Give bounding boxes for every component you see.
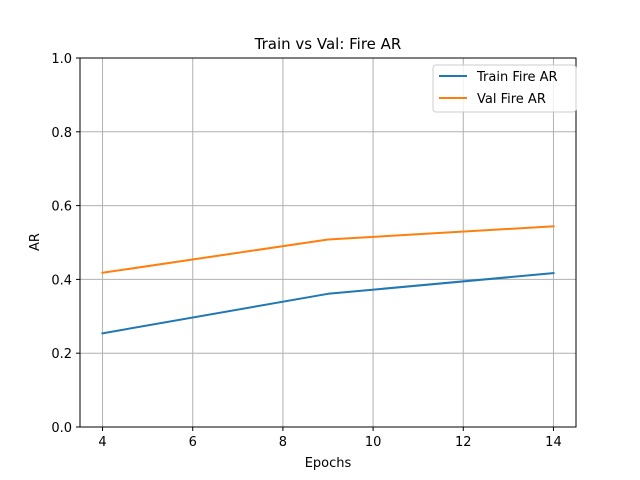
x-tick-label: 10 <box>365 435 382 450</box>
legend: Train Fire AR Val Fire AR <box>432 64 577 113</box>
y-tick-label: 0.6 <box>51 200 72 215</box>
legend-label-train-fire-ar: Train Fire AR <box>476 70 558 85</box>
y-axis-ticks: 0.0 0.2 0.4 0.6 0.8 1.0 <box>51 52 80 436</box>
y-tick-label: 0.8 <box>51 126 72 141</box>
x-tick-label: 6 <box>189 435 197 450</box>
x-axis-ticks: 4 6 8 10 12 14 <box>98 427 562 450</box>
y-tick-label: 0.0 <box>51 421 72 436</box>
x-tick-label: 14 <box>545 435 562 450</box>
y-tick-label: 1.0 <box>51 52 72 67</box>
legend-box <box>432 64 577 113</box>
chart-title: Train vs Val: Fire AR <box>254 35 402 53</box>
x-tick-label: 8 <box>279 435 287 450</box>
series-layer <box>101 225 555 335</box>
y-tick-label: 0.2 <box>51 347 72 362</box>
x-axis-label: Epochs <box>305 456 352 471</box>
grid <box>80 57 576 428</box>
x-tick-label: 4 <box>98 435 106 450</box>
y-tick-label: 0.4 <box>51 273 72 288</box>
y-axis-label: AR <box>28 233 43 251</box>
series-line-train-fire-ar <box>101 272 555 335</box>
legend-label-val-fire-ar: Val Fire AR <box>477 92 546 107</box>
x-tick-label: 12 <box>455 435 472 450</box>
plot-frame <box>79 57 577 428</box>
series-line-val-fire-ar <box>101 225 555 274</box>
